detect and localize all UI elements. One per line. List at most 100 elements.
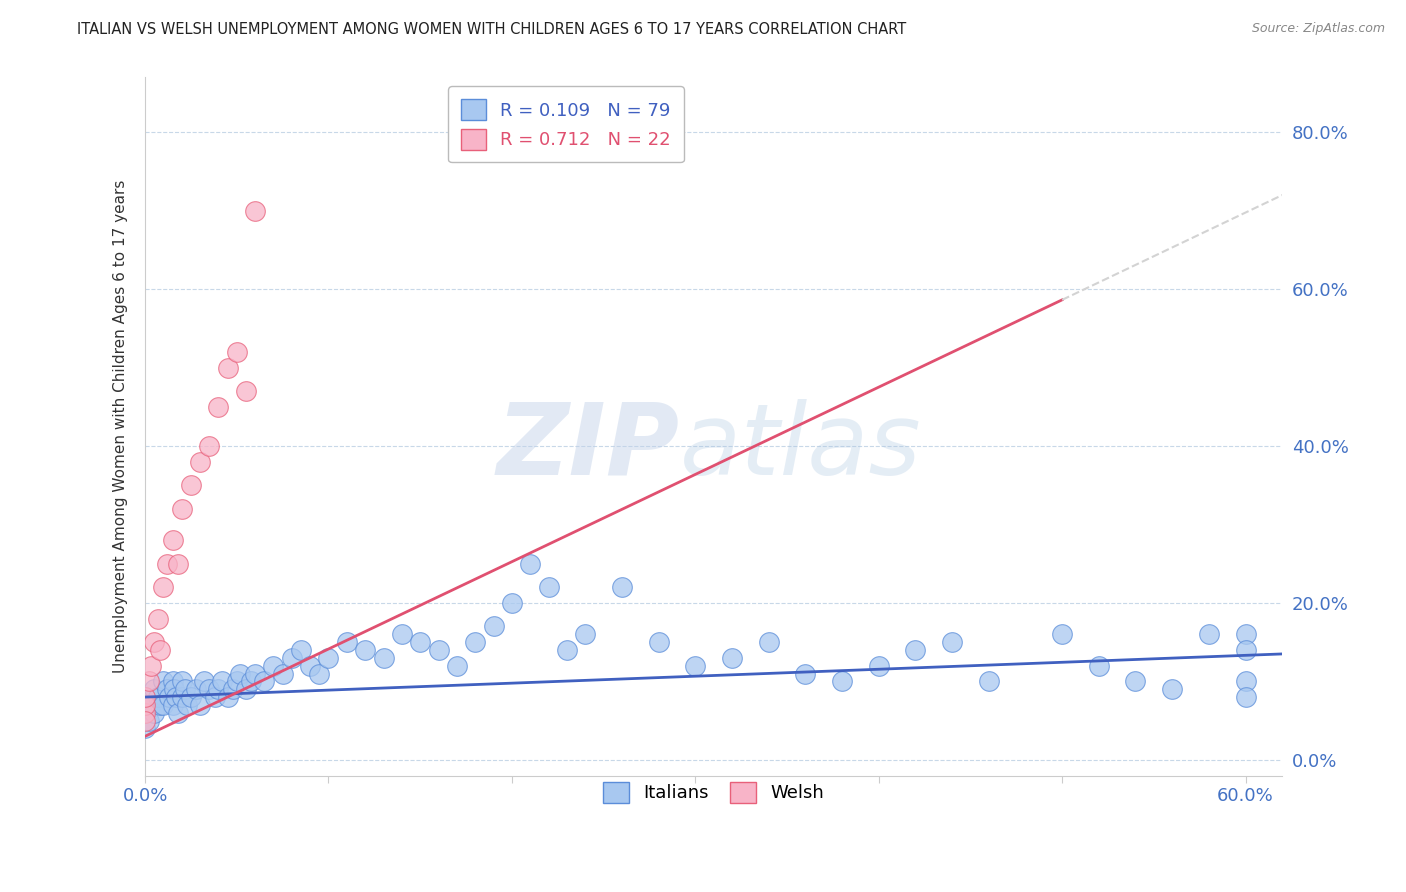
Point xyxy=(537,580,560,594)
Point xyxy=(1234,674,1257,689)
Point xyxy=(281,651,304,665)
Point xyxy=(904,643,927,657)
Point xyxy=(157,690,180,704)
Y-axis label: Unemployment Among Women with Children Ages 6 to 17 years: Unemployment Among Women with Children A… xyxy=(114,180,128,673)
Point xyxy=(211,674,233,689)
Point xyxy=(354,643,377,657)
Point xyxy=(134,698,156,712)
Point xyxy=(555,643,578,657)
Point xyxy=(146,690,169,704)
Point xyxy=(229,666,252,681)
Point xyxy=(977,674,1000,689)
Point xyxy=(501,596,523,610)
Point xyxy=(243,666,266,681)
Point xyxy=(152,580,174,594)
Point xyxy=(163,682,186,697)
Point xyxy=(222,682,245,697)
Point xyxy=(162,533,184,548)
Point xyxy=(207,400,229,414)
Point xyxy=(373,651,395,665)
Point xyxy=(240,674,263,689)
Point xyxy=(149,698,172,712)
Legend: Italians, Welsh: Italians, Welsh xyxy=(591,769,837,815)
Point xyxy=(139,698,162,712)
Point xyxy=(225,345,247,359)
Point xyxy=(1088,658,1111,673)
Point xyxy=(156,682,179,697)
Point xyxy=(235,682,257,697)
Point xyxy=(143,706,166,720)
Point xyxy=(446,658,468,673)
Point xyxy=(138,674,160,689)
Point xyxy=(149,643,172,657)
Point xyxy=(188,455,211,469)
Point xyxy=(1234,627,1257,641)
Point xyxy=(156,557,179,571)
Point xyxy=(336,635,359,649)
Point xyxy=(225,674,247,689)
Point xyxy=(165,690,187,704)
Point xyxy=(217,690,239,704)
Point xyxy=(409,635,432,649)
Point xyxy=(271,666,294,681)
Point xyxy=(235,384,257,399)
Point xyxy=(162,674,184,689)
Point xyxy=(482,619,505,633)
Point xyxy=(134,690,156,704)
Point xyxy=(198,439,221,453)
Text: atlas: atlas xyxy=(679,399,921,496)
Point xyxy=(685,658,707,673)
Point xyxy=(180,690,202,704)
Point xyxy=(170,501,193,516)
Point xyxy=(134,706,156,720)
Point xyxy=(134,722,156,736)
Point xyxy=(170,690,193,704)
Point xyxy=(721,651,744,665)
Point xyxy=(167,557,190,571)
Point xyxy=(176,698,198,712)
Point xyxy=(204,690,226,704)
Text: Source: ZipAtlas.com: Source: ZipAtlas.com xyxy=(1251,22,1385,36)
Point xyxy=(243,203,266,218)
Point xyxy=(647,635,669,649)
Point xyxy=(1234,690,1257,704)
Point xyxy=(188,698,211,712)
Point xyxy=(391,627,413,641)
Text: ITALIAN VS WELSH UNEMPLOYMENT AMONG WOMEN WITH CHILDREN AGES 6 TO 17 YEARS CORRE: ITALIAN VS WELSH UNEMPLOYMENT AMONG WOME… xyxy=(77,22,907,37)
Point xyxy=(427,643,450,657)
Point xyxy=(519,557,541,571)
Point xyxy=(868,658,890,673)
Point xyxy=(193,674,215,689)
Point xyxy=(174,682,197,697)
Point xyxy=(610,580,633,594)
Point xyxy=(217,360,239,375)
Point xyxy=(318,651,340,665)
Point xyxy=(146,612,169,626)
Point xyxy=(180,478,202,492)
Point xyxy=(1234,643,1257,657)
Point xyxy=(290,643,312,657)
Point xyxy=(1198,627,1220,641)
Point xyxy=(134,706,156,720)
Point xyxy=(152,674,174,689)
Point xyxy=(1161,682,1184,697)
Point xyxy=(308,666,330,681)
Point xyxy=(1050,627,1073,641)
Text: ZIP: ZIP xyxy=(496,399,679,496)
Point xyxy=(152,698,174,712)
Point xyxy=(143,682,166,697)
Point xyxy=(253,674,276,689)
Point xyxy=(138,714,160,728)
Point xyxy=(1125,674,1147,689)
Point xyxy=(207,682,229,697)
Point xyxy=(299,658,322,673)
Point xyxy=(758,635,780,649)
Point xyxy=(794,666,817,681)
Point xyxy=(263,658,285,673)
Point xyxy=(170,674,193,689)
Point xyxy=(574,627,596,641)
Point xyxy=(134,714,156,728)
Point xyxy=(941,635,963,649)
Point xyxy=(186,682,208,697)
Point xyxy=(162,698,184,712)
